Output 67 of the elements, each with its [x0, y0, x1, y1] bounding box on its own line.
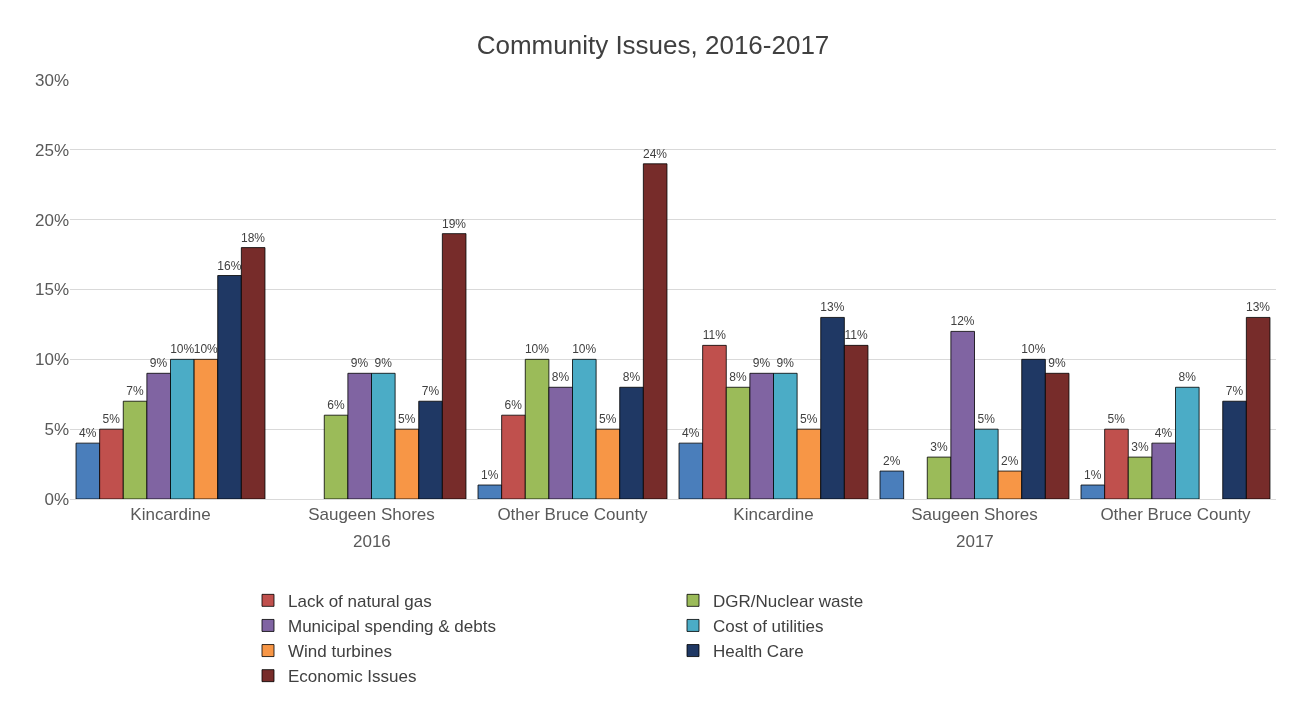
data-label: 8% [551, 370, 570, 385]
legend-label: Economic Issues [288, 667, 417, 687]
data-label: 5% [599, 412, 617, 427]
data-label: 19% [441, 216, 467, 231]
y-tick-label: 0% [44, 489, 69, 509]
data-label: 9% [350, 356, 369, 371]
y-tick-label: 15% [34, 280, 69, 300]
data-label: 4% [1154, 426, 1173, 441]
legend-label: Lack of natural gas [288, 591, 432, 611]
y-tick-label: 25% [34, 140, 69, 160]
data-label: 2% [883, 454, 901, 469]
x-tick-label: Kincardine [733, 505, 814, 525]
data-label: 12% [950, 314, 975, 329]
data-label: 10% [1021, 342, 1046, 357]
data-label: 7% [421, 384, 440, 399]
data-label: 9% [149, 356, 168, 371]
x-tick-label: Other Bruce County [497, 505, 649, 525]
data-label: 9% [374, 356, 393, 371]
data-label: 6% [327, 398, 345, 413]
data-label: 2% [1001, 454, 1019, 469]
data-label: 13% [820, 300, 845, 315]
data-label: 10% [572, 342, 597, 357]
data-label: 3% [930, 440, 948, 455]
y-tick-label: 10% [34, 350, 69, 370]
data-label: 5% [1107, 412, 1126, 427]
x-tick-label: Saugeen Shores [911, 505, 1038, 525]
data-label: 11% [844, 328, 868, 343]
data-label: 7% [126, 384, 144, 399]
data-label: 8% [729, 370, 747, 385]
text: 2017 [956, 532, 994, 551]
y-tick-label: 20% [34, 210, 69, 230]
data-label: 5% [398, 412, 416, 427]
data-label: 9% [752, 356, 771, 371]
x-tick-label: Saugeen Shores [308, 505, 435, 525]
chart-title: Community Issues, 2016-2017 [476, 29, 830, 60]
data-label: 3% [1131, 440, 1149, 455]
data-label: 7% [1225, 384, 1244, 399]
data-label: 24% [642, 146, 668, 161]
data-label: 4% [682, 426, 700, 441]
data-label: 8% [622, 370, 641, 385]
legend-label: Cost of utilities [713, 617, 824, 637]
data-label: 10% [524, 342, 550, 357]
data-label: 5% [800, 412, 818, 427]
x-tick-label: Other Bruce County [1100, 505, 1252, 525]
y-tick-label: 30% [34, 70, 69, 90]
data-label: 9% [1048, 356, 1066, 371]
data-label: 5% [102, 412, 121, 427]
y-tick-label: 5% [44, 420, 69, 440]
legend-label: Municipal spending & debts [288, 617, 496, 637]
data-label: 1% [1084, 468, 1102, 483]
data-label: 11% [702, 328, 727, 343]
legend-label: Wind turbines [288, 642, 392, 662]
data-label: 13% [1245, 300, 1271, 315]
data-label: 9% [776, 356, 795, 371]
data-label: 5% [977, 412, 996, 427]
x-tick-label: Kincardine [130, 505, 211, 525]
text: 2016 [353, 532, 391, 551]
data-label: 1% [481, 468, 499, 483]
data-label: 6% [504, 398, 523, 413]
data-label: 18% [240, 230, 266, 245]
data-label: 4% [79, 426, 97, 441]
bar [879, 470, 905, 499]
legend-label: DGR/Nuclear waste [713, 591, 864, 611]
data-label: 8% [1178, 370, 1197, 385]
data-label: 10% [170, 342, 195, 357]
legend-label: Health Care [713, 642, 804, 662]
data-label: 16% [217, 258, 242, 273]
